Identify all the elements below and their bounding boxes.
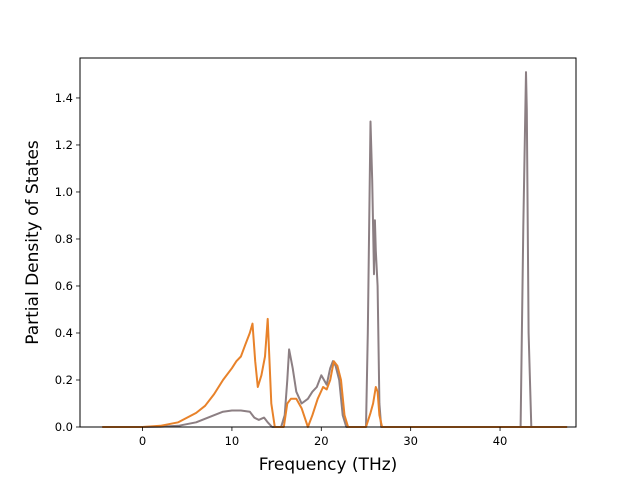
y-tick-label: 0.4 <box>55 326 73 340</box>
plot-area-frame <box>79 57 577 428</box>
series-line-1 <box>102 71 568 428</box>
y-tick-label: 0.0 <box>55 420 73 434</box>
y-tick-label: 1.0 <box>55 185 73 199</box>
x-tick-label: 20 <box>314 434 329 448</box>
series-layer <box>102 71 568 428</box>
series-line-2 <box>102 317 568 428</box>
y-tick-label: 0.2 <box>55 373 73 387</box>
x-tick-label: 10 <box>225 434 240 448</box>
x-tick-label: 30 <box>403 434 418 448</box>
x-tick-label: 40 <box>493 434 508 448</box>
y-tick-label: 0.6 <box>55 279 73 293</box>
y-tick-label: 0.8 <box>55 232 73 246</box>
ticks-layer: 0 10 20 30 40 0.0 0.2 0.4 0.6 0.8 1.0 1.2 1.4 <box>55 91 508 448</box>
x-axis-label: Frequency (THz) <box>259 455 398 475</box>
x-tick-label: 0 <box>139 434 146 448</box>
y-tick-label: 1.4 <box>55 91 73 105</box>
y-axis-label: Partial Density of States <box>23 140 43 345</box>
y-tick-label: 1.2 <box>55 138 73 152</box>
